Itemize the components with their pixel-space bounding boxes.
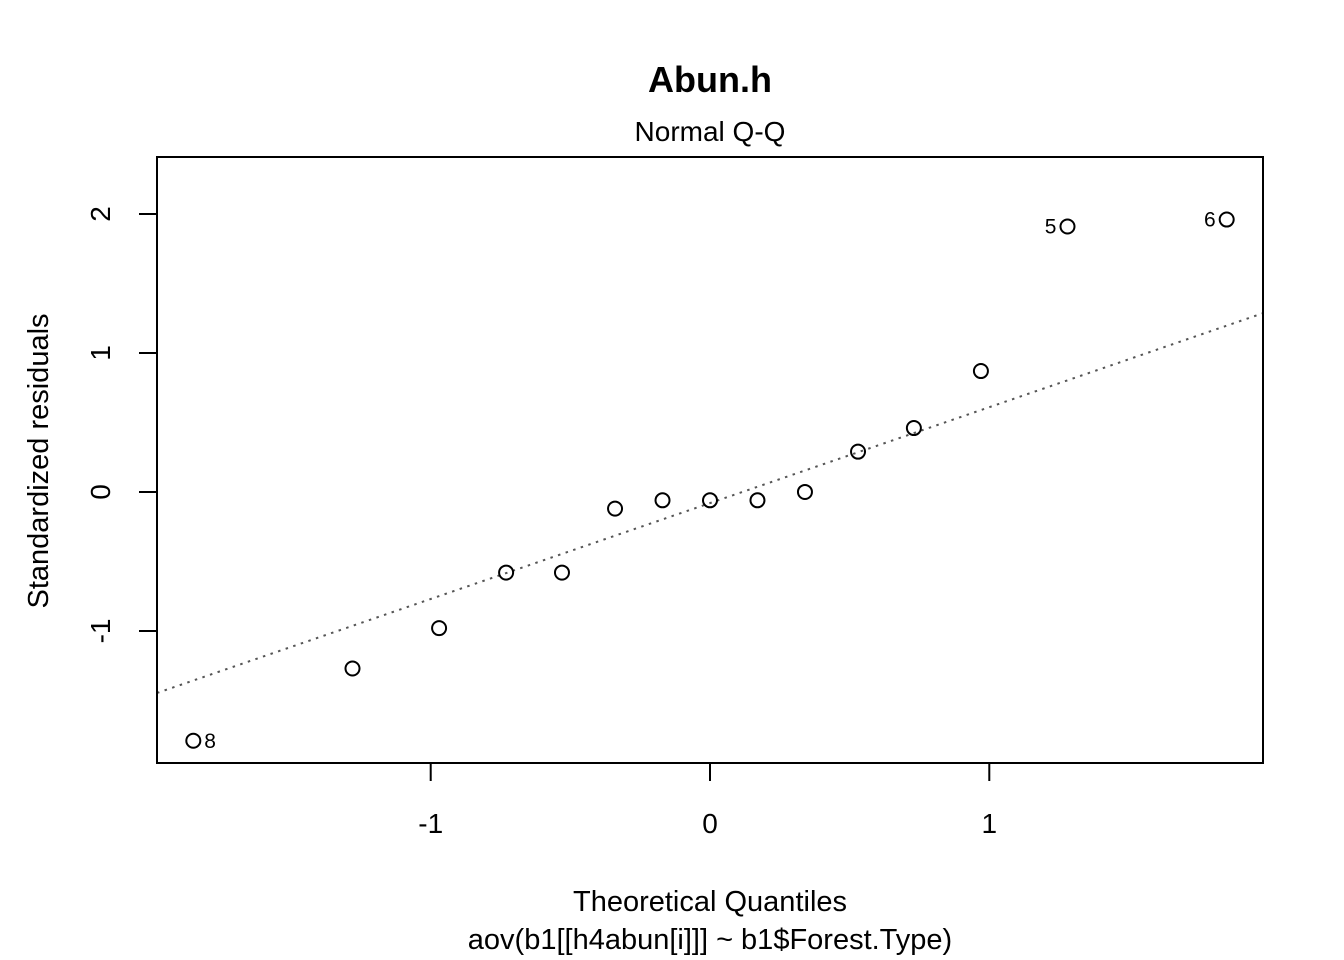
data-point bbox=[796, 483, 813, 500]
y-tick-label: 1 bbox=[85, 345, 116, 361]
y-axis-label: Standardized residuals bbox=[23, 313, 55, 608]
x-tick-label: 0 bbox=[702, 808, 718, 839]
point-label: 5 bbox=[1045, 215, 1057, 238]
y-tick-label: 2 bbox=[85, 206, 116, 222]
x-axis-sublabel: aov(b1[[h4abun[i]]] ~ b1$Forest.Type) bbox=[468, 924, 952, 956]
qq-reference-line bbox=[157, 312, 1263, 694]
x-tick-label: -1 bbox=[418, 808, 443, 839]
data-point bbox=[553, 564, 570, 581]
chart-subtitle: Normal Q-Q bbox=[635, 116, 786, 147]
y-tick-label: -1 bbox=[85, 619, 116, 644]
data-point bbox=[607, 500, 624, 517]
data-point bbox=[654, 492, 671, 509]
point-label: 6 bbox=[1204, 209, 1216, 232]
data-point bbox=[850, 443, 867, 460]
point-label: 8 bbox=[204, 730, 216, 753]
data-point bbox=[344, 660, 361, 677]
x-tick-label: 1 bbox=[982, 808, 998, 839]
data-point bbox=[1218, 211, 1235, 228]
data-point bbox=[431, 620, 448, 637]
data-point bbox=[749, 492, 766, 509]
chart-title: Abun.h bbox=[648, 59, 772, 100]
plot-frame bbox=[156, 156, 1264, 764]
data-point bbox=[1059, 218, 1076, 235]
data-point bbox=[972, 363, 989, 380]
data-point bbox=[498, 564, 515, 581]
data-point bbox=[905, 420, 922, 437]
data-point bbox=[702, 492, 718, 509]
data-point bbox=[185, 732, 202, 749]
plot-area: -1 0 1 -1 0 1 2 8 5 6 bbox=[85, 156, 1264, 839]
x-axis-label: Theoretical Quantiles bbox=[573, 886, 847, 918]
y-tick-label: 0 bbox=[85, 484, 116, 500]
